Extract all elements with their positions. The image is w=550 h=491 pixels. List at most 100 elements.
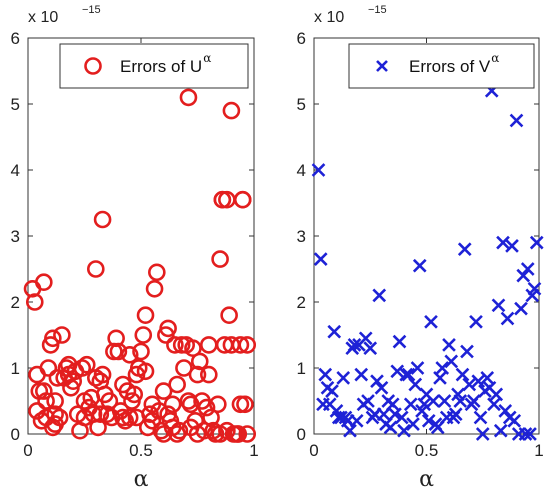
data-point-circle — [154, 382, 173, 400]
data-point-cross — [385, 397, 400, 412]
data-point-cross — [435, 361, 450, 375]
data-point-cross — [374, 380, 389, 395]
data-point-cross — [367, 407, 382, 422]
y-tick-label: 3 — [11, 227, 20, 246]
data-point-circle — [211, 250, 229, 268]
data-point-circle — [179, 392, 198, 410]
data-point-cross — [313, 252, 328, 266]
data-point-circle — [184, 339, 202, 358]
data-point-cross — [349, 413, 364, 428]
legend-label-superscript: α — [491, 51, 499, 65]
data-point-cross — [318, 367, 333, 382]
data-point-circle — [222, 336, 241, 354]
data-point-cross — [361, 394, 375, 408]
y-tick-label: 5 — [11, 95, 20, 114]
y-tick-label: 1 — [11, 359, 20, 378]
legend-label: Errors of V — [409, 57, 491, 76]
data-point-circle — [89, 418, 107, 437]
data-point-cross — [415, 404, 429, 418]
legend-marker-cross — [376, 60, 388, 72]
data-point-cross — [491, 298, 506, 313]
data-point-circle — [200, 365, 218, 384]
data-point-circle — [152, 421, 171, 440]
data-point-circle — [64, 372, 82, 391]
data-point-circle — [114, 408, 132, 427]
data-point-cross — [471, 374, 486, 389]
data-point-circle — [93, 210, 112, 229]
data-point-circle — [116, 411, 134, 430]
data-points — [311, 83, 544, 441]
data-point-cross — [514, 301, 528, 316]
data-point-cross — [412, 258, 427, 273]
data-point-circle — [238, 425, 257, 443]
y-tick-label: 6 — [11, 29, 20, 48]
data-point-circle — [120, 345, 139, 364]
data-point-cross — [529, 235, 544, 250]
data-point-cross — [403, 397, 418, 412]
data-point-circle — [48, 369, 67, 387]
data-point-circle — [107, 329, 125, 348]
data-point-circle — [77, 355, 96, 374]
data-point-circle — [91, 405, 110, 424]
data-point-circle — [168, 425, 186, 443]
data-point-circle — [145, 279, 164, 298]
data-point-circle — [39, 359, 58, 377]
data-point-cross — [327, 324, 342, 339]
data-point-circle — [136, 306, 155, 325]
y-exponent-superscript: −15 — [368, 4, 387, 16]
data-point-cross — [462, 377, 477, 392]
data-point-cross — [498, 404, 513, 418]
data-point-cross — [372, 288, 387, 303]
data-point-circle — [179, 88, 198, 107]
data-point-cross — [421, 413, 436, 428]
data-point-circle — [231, 336, 250, 354]
data-point-cross — [354, 367, 369, 382]
data-point-cross — [311, 163, 326, 177]
data-point-circle — [229, 425, 247, 443]
data-point-circle — [134, 326, 153, 344]
data-point-circle — [44, 329, 62, 348]
data-point-cross — [487, 397, 501, 412]
y-tick-label: 4 — [11, 161, 20, 180]
data-point-circle — [46, 415, 64, 433]
data-point-cross — [437, 394, 452, 408]
data-point-circle — [46, 392, 64, 410]
data-point-circle — [209, 395, 227, 414]
data-point-cross — [444, 354, 459, 369]
legend-box — [348, 43, 535, 89]
data-point-cross — [527, 281, 542, 296]
data-point-circle — [186, 411, 205, 430]
data-point-cross — [448, 407, 463, 422]
data-points — [23, 88, 257, 443]
data-point-cross — [426, 394, 441, 408]
y-tick-label: 0 — [297, 425, 306, 444]
y-tick-label: 2 — [297, 293, 306, 312]
y-exponent-label: x 10 — [314, 9, 344, 26]
data-point-cross — [455, 367, 470, 382]
data-point-cross — [453, 394, 468, 408]
data-point-circle — [159, 319, 177, 338]
data-point-circle — [220, 306, 238, 325]
data-point-circle — [75, 392, 94, 410]
data-point-cross — [525, 288, 540, 303]
data-point-circle — [211, 425, 229, 443]
legend-box — [59, 43, 249, 89]
data-point-cross — [376, 407, 391, 422]
data-point-circle — [188, 365, 207, 384]
x-axis-label: α — [134, 467, 149, 491]
data-point-cross — [430, 420, 445, 435]
data-point-cross — [466, 394, 481, 408]
data-point-cross — [383, 420, 398, 435]
legend-marker-circle — [84, 57, 102, 75]
x-tick-label: 0.5 — [415, 441, 439, 460]
data-point-cross — [451, 387, 465, 402]
data-point-cross — [523, 427, 537, 441]
y-exponent-superscript: −15 — [82, 4, 101, 16]
x-tick-label: 0 — [23, 441, 32, 460]
data-point-circle — [59, 355, 78, 374]
data-point-circle — [233, 190, 252, 209]
data-point-cross — [475, 427, 490, 441]
data-point-cross — [347, 338, 362, 352]
